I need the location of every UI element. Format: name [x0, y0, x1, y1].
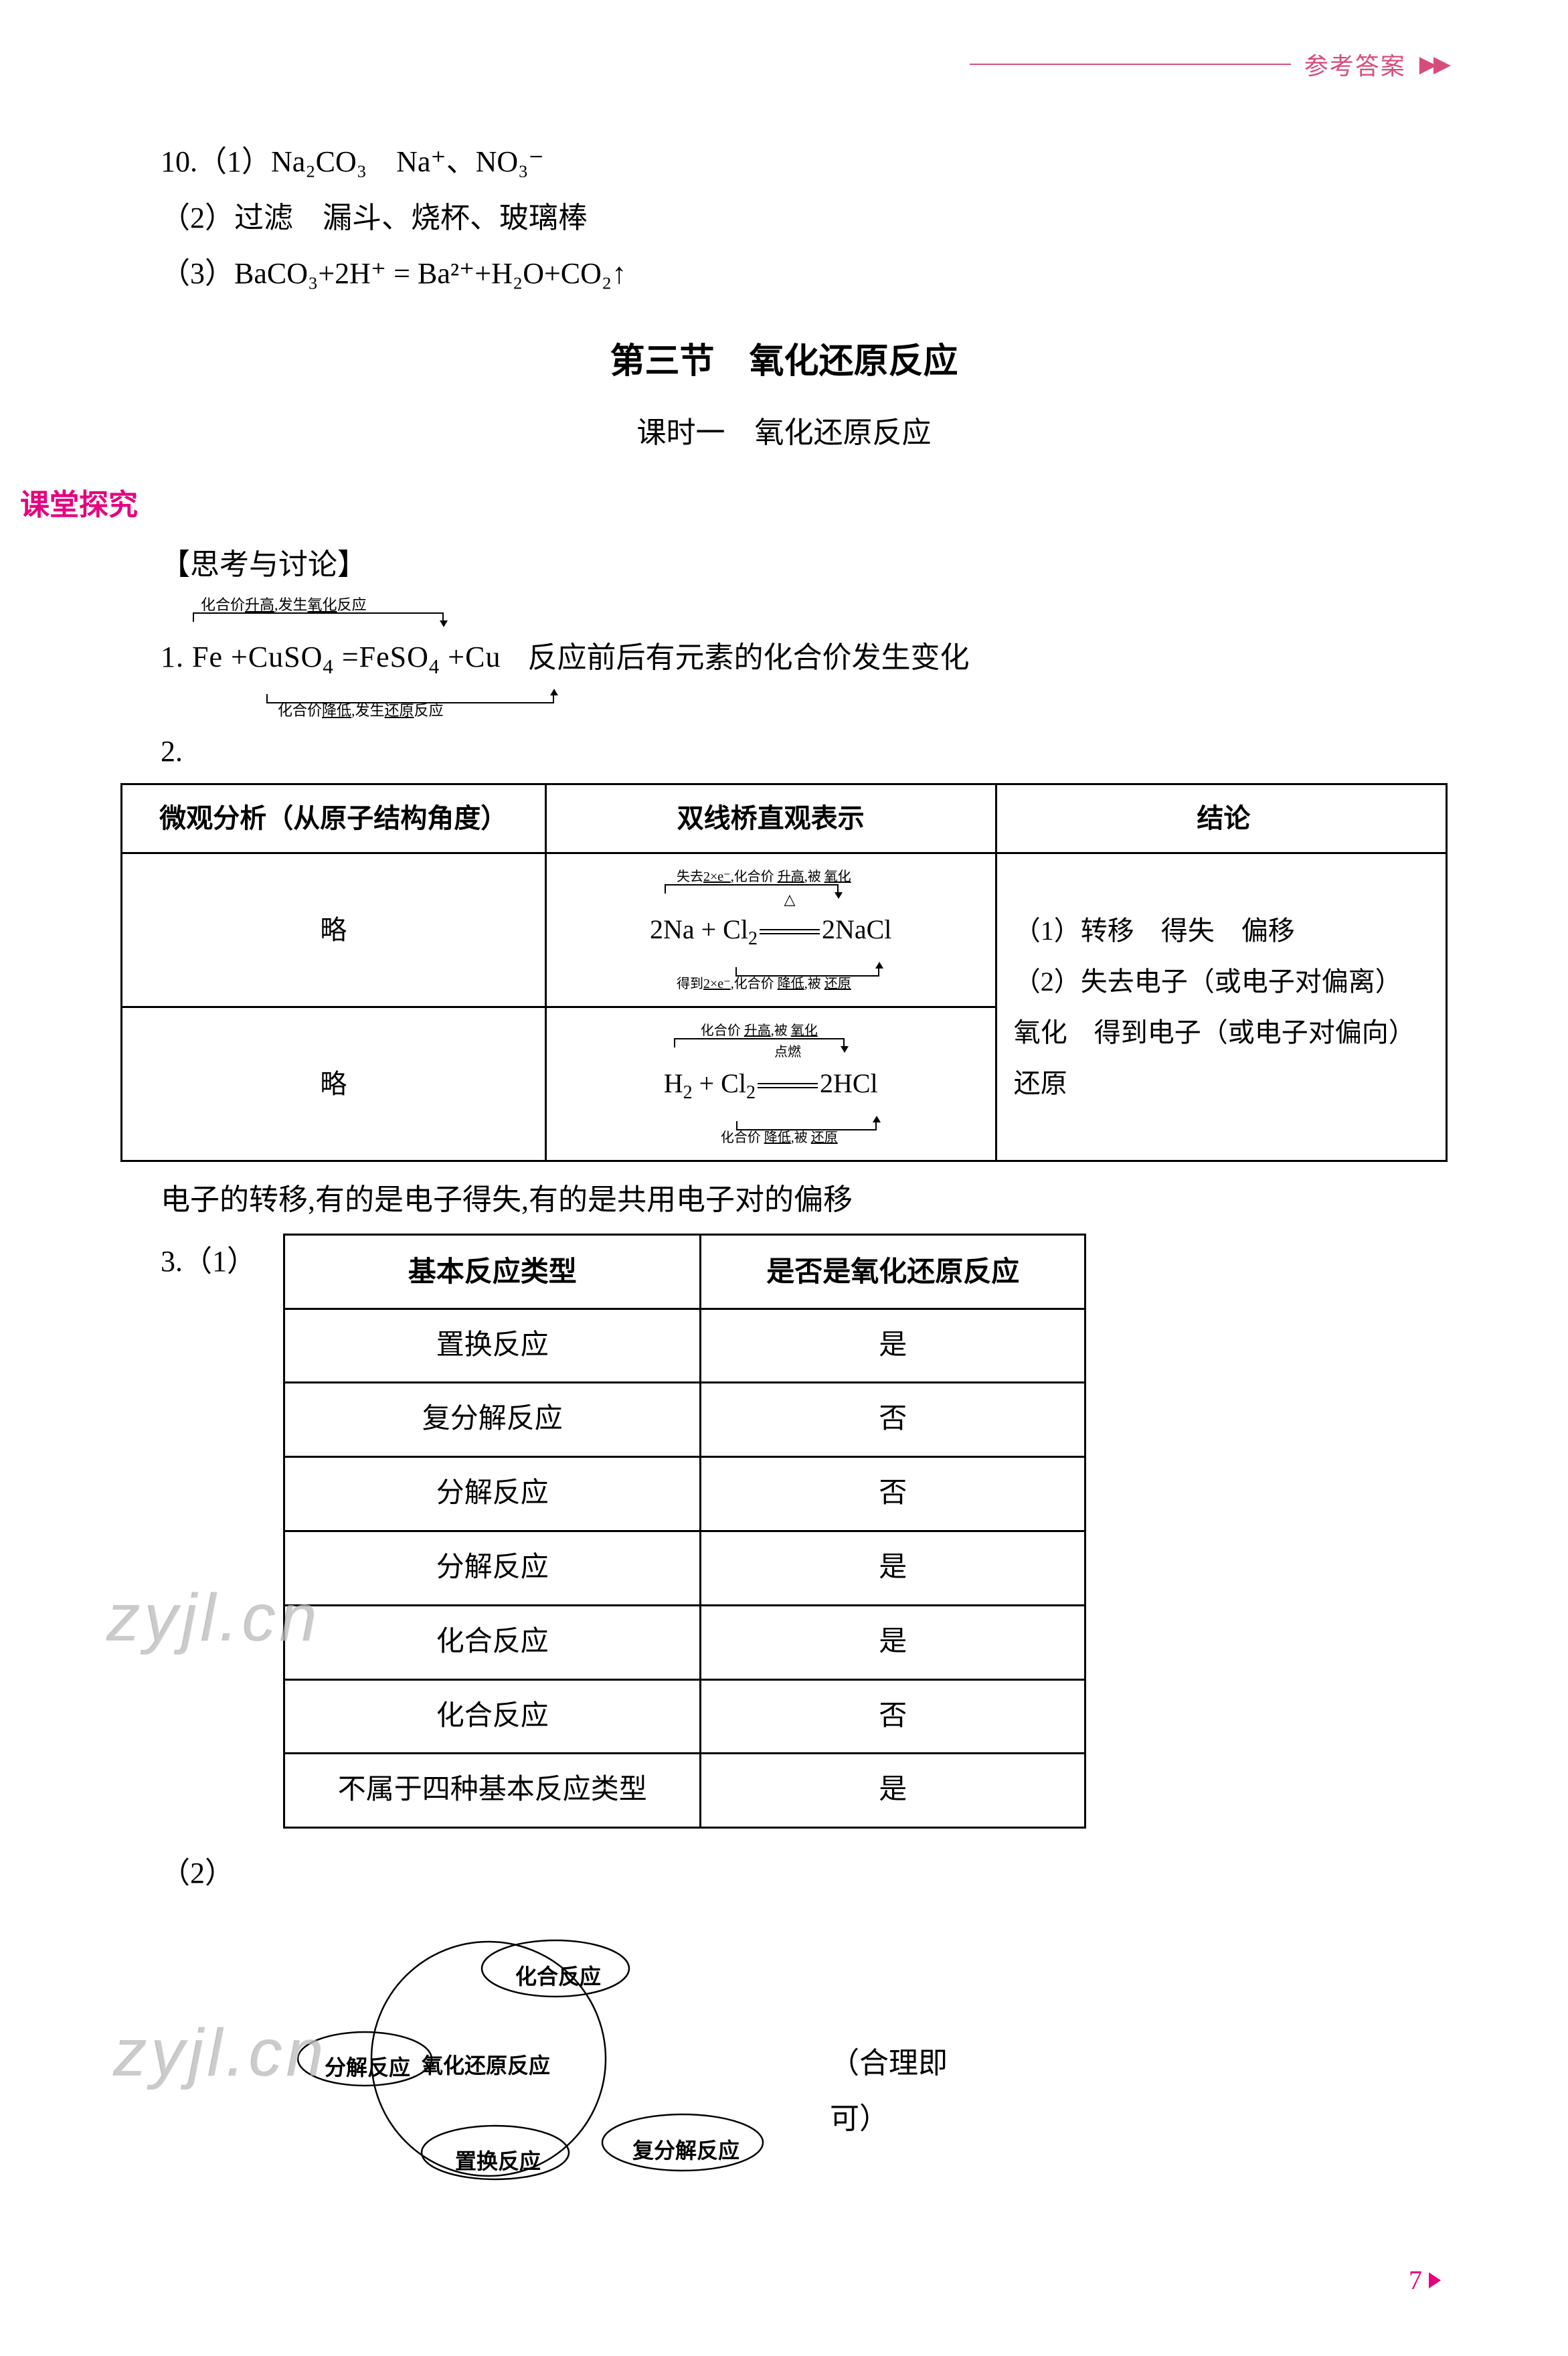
table-row: 分解反应是	[284, 1531, 1085, 1606]
q10-line2: （2）过滤 漏斗、烧杯、玻璃棒	[161, 190, 1448, 246]
arrow-up-icon	[550, 689, 558, 695]
venn-left-label: 分解反应	[325, 2047, 410, 2088]
venn-center-label: 氧化还原反应	[422, 2045, 550, 2086]
table-row: 化合反应否	[284, 1679, 1085, 1754]
venn-aside-note: （合理即可）	[830, 2035, 977, 2147]
q3-sub2-label: （2）	[161, 1845, 1448, 1902]
table-row: 复分解反应否	[284, 1383, 1085, 1457]
table-header: 双线桥直观表示	[545, 784, 996, 853]
cell: 分解反应	[284, 1531, 701, 1606]
cell: 复分解反应	[284, 1383, 701, 1457]
cell: 不属于四种基本反应类型	[284, 1754, 701, 1828]
cell: 是	[701, 1754, 1085, 1828]
conclusion-line1: （1）转移 得失 偏移	[1014, 906, 1433, 956]
table-header: 是否是氧化还原反应	[701, 1234, 1085, 1309]
table-header: 结论	[996, 784, 1446, 853]
cell-bridge-1: 失去2×e⁻,化合价 升高,被 氧化 2Na + Cl2△2NaCl 得到2×e…	[545, 853, 996, 1007]
content-body: 10.（1）Na₂CO₃ Na⁺、NO₃⁻ （2）过滤 漏斗、烧杯、玻璃棒 （3…	[120, 134, 1448, 2196]
b2-top-bracket	[674, 1038, 845, 1047]
page-number-value: 7	[1409, 2264, 1422, 2296]
venn-right-label: 复分解反应	[632, 2130, 739, 2171]
b1-bot-anno: 得到2×e⁻,化合价 降低,被 还原	[677, 971, 851, 997]
table-row: 不属于四种基本反应类型是	[284, 1754, 1085, 1828]
cell: 否	[701, 1679, 1085, 1754]
q1-num: 1.	[161, 641, 192, 673]
bridge-diagram-1: 失去2×e⁻,化合价 升高,被 氧化 2Na + Cl2△2NaCl 得到2×e…	[650, 864, 891, 997]
arrow-down-icon	[440, 620, 448, 627]
bridge-diagram-2: 化合价 升高,被 氧化 H2 + Cl2点燃2HCl 化合价 降低,被 还原	[664, 1018, 878, 1151]
q1-top-bracket	[193, 612, 444, 622]
cell: 是	[701, 1309, 1085, 1383]
cell: 是	[701, 1531, 1085, 1606]
section-title: 第三节 氧化还原反应	[120, 329, 1448, 395]
q1-bottom-annotation: 化合价降低,发生还原反应	[278, 697, 444, 725]
venn-diagram: 氧化还原反应 化合反应 分解反应 置换反应 复分解反应 （合理即可）	[241, 1928, 977, 2196]
cell-micro: 略	[122, 1007, 546, 1161]
cell: 否	[701, 1383, 1085, 1457]
header-rule	[970, 64, 1291, 65]
pink-heading: 课堂探究	[20, 477, 1448, 533]
header-title: 参考答案	[1304, 47, 1406, 82]
venn-top-label: 化合反应	[515, 1956, 601, 1997]
arrow-up-icon	[873, 1116, 881, 1122]
q1-equation: 1. Fe +CuSO4 =FeSO4 +Cu	[161, 629, 501, 686]
cell: 置换反应	[284, 1309, 701, 1383]
b2-bot-anno: 化合价 降低,被 还原	[721, 1125, 838, 1151]
ignite-label: 点燃	[774, 1039, 801, 1065]
table-row: 置换反应是	[284, 1309, 1085, 1383]
b1-top-bracket	[665, 884, 839, 894]
table-row: 略 失去2×e⁻,化合价 升高,被 氧化 2Na + Cl2△2NaCl 得到2…	[122, 853, 1447, 1007]
arrow-down-icon	[835, 892, 843, 899]
header-arrows-icon: ▶▶	[1419, 51, 1448, 78]
b2-equation: H2 + Cl2点燃2HCl	[664, 1058, 878, 1110]
lesson-title: 课时一 氧化还原反应	[120, 405, 1448, 461]
table-row: 化合反应是	[284, 1605, 1085, 1679]
page-header: 参考答案 ▶▶	[970, 47, 1448, 82]
analysis-table: 微观分析（从原子结构角度） 双线桥直观表示 结论 略 失去2×e⁻,化合价 升高…	[120, 783, 1448, 1162]
conclusion-line2: （2）失去电子（或电子对偏离） 氧化 得到电子（或电子对偏向） 还原	[1014, 956, 1433, 1109]
cell: 否	[701, 1457, 1085, 1531]
reaction-type-table: 基本反应类型 是否是氧化还原反应 置换反应是 复分解反应否 分解反应否 分解反应…	[283, 1234, 1086, 1829]
q1-equation-diagram: 化合价升高,发生氧化反应 1. Fe +CuSO4 =FeSO4 +Cu 化合价…	[161, 592, 501, 723]
table-row: 分解反应否	[284, 1457, 1085, 1531]
cell-bridge-2: 化合价 升高,被 氧化 H2 + Cl2点燃2HCl 化合价 降低,被 还原	[545, 1007, 996, 1161]
delta-icon: △	[784, 886, 796, 914]
venn-bottom-label: 置换反应	[455, 2141, 541, 2182]
q1-row: 化合价升高,发生氧化反应 1. Fe +CuSO4 =FeSO4 +Cu 化合价…	[161, 592, 1448, 723]
equals-line	[760, 929, 820, 934]
arrow-up-icon	[875, 962, 883, 969]
table-header: 微观分析（从原子结构角度）	[122, 784, 546, 853]
equals-line	[758, 1083, 818, 1088]
q2-note: 电子的转移,有的是电子得失,有的是共用电子对的偏移	[161, 1172, 1448, 1228]
page: 参考答案 ▶▶ 10.（1）Na₂CO₃ Na⁺、NO₃⁻ （2）过滤 漏斗、烧…	[0, 0, 1568, 2356]
q2-number: 2.	[161, 724, 1448, 780]
q3-row: 3.（1） 基本反应类型 是否是氧化还原反应 置换反应是 复分解反应否 分解反应…	[161, 1234, 1448, 1829]
cell-conclusion: （1）转移 得失 偏移 （2）失去电子（或电子对偏离） 氧化 得到电子（或电子对…	[996, 853, 1446, 1161]
q10-line1: 10.（1）Na₂CO₃ Na⁺、NO₃⁻	[161, 134, 1448, 190]
page-triangle-icon	[1429, 2272, 1441, 2288]
table-body: 置换反应是 复分解反应否 分解反应否 分解反应是 化合反应是 化合反应否 不属于…	[284, 1309, 1085, 1828]
bracket-heading: 【思考与讨论】	[161, 537, 1448, 593]
cell: 分解反应	[284, 1457, 701, 1531]
cell-micro: 略	[122, 853, 546, 1007]
q1-description: 反应前后有元素的化合价发生变化	[527, 630, 969, 686]
page-number: 7	[1409, 2264, 1441, 2296]
table-header: 基本反应类型	[284, 1234, 701, 1309]
table-head: 微观分析（从原子结构角度） 双线桥直观表示 结论	[122, 784, 1447, 853]
q10-line3: （3）BaCO₃+2H⁺ = Ba²⁺+H₂O+CO₂↑	[161, 246, 1448, 302]
cell: 是	[701, 1605, 1085, 1679]
q3-number: 3.（1）	[161, 1234, 256, 1290]
arrow-down-icon	[841, 1046, 849, 1053]
cell: 化合反应	[284, 1679, 701, 1754]
cell: 化合反应	[284, 1605, 701, 1679]
b1-equation: 2Na + Cl2△2NaCl	[650, 904, 891, 956]
